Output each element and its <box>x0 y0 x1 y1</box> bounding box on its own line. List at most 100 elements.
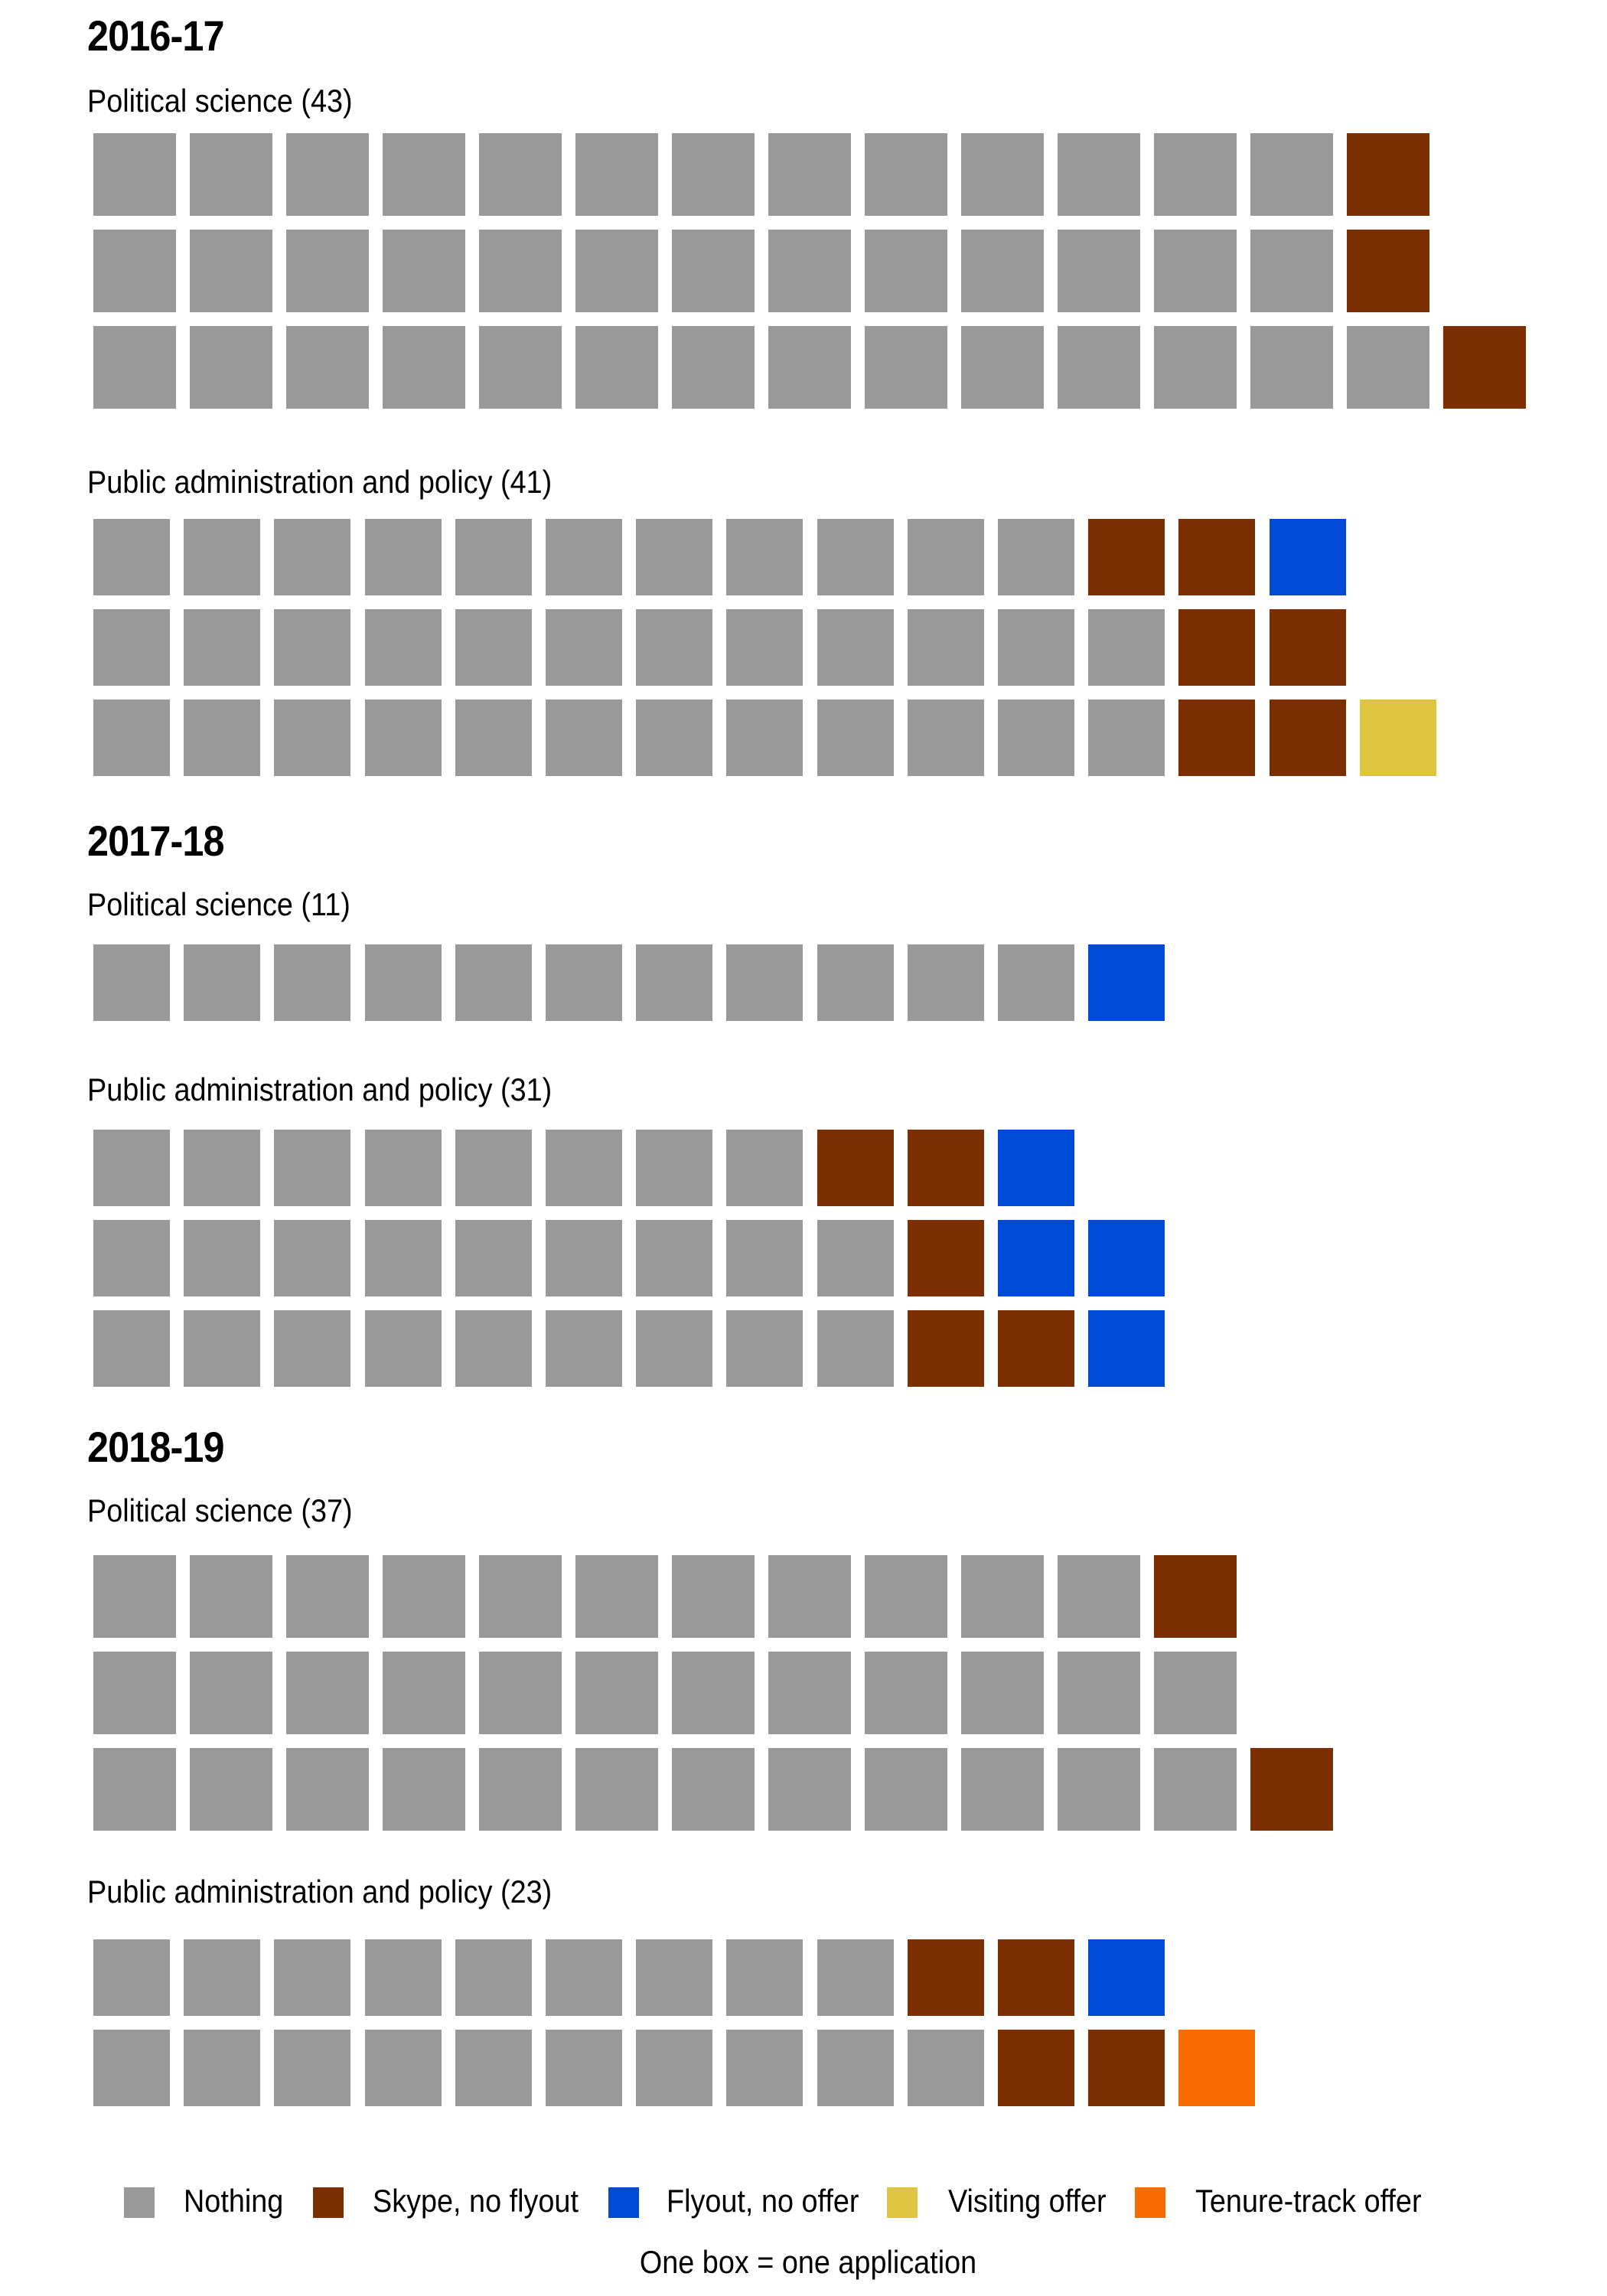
box-nothing <box>546 1310 622 1387</box>
box-nothing <box>1058 1748 1140 1831</box>
legend-swatch-tenure <box>1135 2187 1165 2218</box>
box-nothing <box>93 1555 176 1638</box>
box-nothing <box>636 2030 712 2106</box>
box-skype <box>1270 609 1346 686</box>
box-nothing <box>479 1652 562 1734</box>
box-nothing <box>817 2030 894 2106</box>
box-skype <box>908 1220 984 1296</box>
box-nothing <box>274 944 350 1021</box>
box-nothing <box>1154 326 1237 409</box>
box-nothing <box>184 519 260 595</box>
box-skype <box>1088 2030 1165 2106</box>
box-nothing <box>575 1652 658 1734</box>
box-nothing <box>274 1130 350 1206</box>
box-tenure <box>1178 2030 1255 2106</box>
box-nothing <box>726 2030 803 2106</box>
box-skype <box>1178 700 1255 776</box>
box-flyout <box>1270 519 1346 595</box>
box-nothing <box>726 700 803 776</box>
box-nothing <box>636 1310 712 1387</box>
box-nothing <box>93 1652 176 1734</box>
box-nothing <box>455 1220 532 1296</box>
box-nothing <box>908 700 984 776</box>
box-nothing <box>908 519 984 595</box>
legend-swatch-visiting <box>887 2187 918 2218</box>
box-nothing <box>961 133 1044 216</box>
box-nothing <box>575 133 658 216</box>
box-flyout <box>1088 1939 1165 2016</box>
box-nothing <box>365 944 442 1021</box>
box-nothing <box>184 1939 260 2016</box>
box-nothing <box>93 1220 170 1296</box>
box-nothing <box>672 326 755 409</box>
box-nothing <box>93 609 170 686</box>
box-nothing <box>865 1652 947 1734</box>
box-nothing <box>190 230 272 312</box>
box-nothing <box>998 609 1074 686</box>
box-nothing <box>184 700 260 776</box>
legend-label-tenure: Tenure-track offer <box>1195 2183 1422 2219</box>
box-nothing <box>636 1220 712 1296</box>
box-nothing <box>998 700 1074 776</box>
box-nothing <box>479 1555 562 1638</box>
box-nothing <box>365 1939 442 2016</box>
box-nothing <box>817 944 894 1021</box>
box-nothing <box>1154 1652 1237 1734</box>
box-nothing <box>768 326 851 409</box>
legend-label-nothing: Nothing <box>184 2183 284 2219</box>
box-nothing <box>190 1652 272 1734</box>
box-nothing <box>274 519 350 595</box>
box-nothing <box>817 1220 894 1296</box>
box-nothing <box>365 700 442 776</box>
box-nothing <box>479 1748 562 1831</box>
box-nothing <box>672 1555 755 1638</box>
box-nothing <box>768 1555 851 1638</box>
box-nothing <box>961 326 1044 409</box>
panel-title-2016-pubadmin: Public administration and policy (41) <box>87 464 553 500</box>
box-nothing <box>908 609 984 686</box>
box-nothing <box>184 2030 260 2106</box>
box-nothing <box>455 2030 532 2106</box>
box-nothing <box>1088 700 1165 776</box>
box-nothing <box>908 2030 984 2106</box>
legend-label-skype: Skype, no flyout <box>373 2183 579 2219</box>
box-nothing <box>383 1652 465 1734</box>
box-nothing <box>575 326 658 409</box>
box-nothing <box>184 1130 260 1206</box>
box-nothing <box>817 700 894 776</box>
box-nothing <box>383 133 465 216</box>
box-nothing <box>1058 326 1140 409</box>
panel-title-2018-polsci: Political science (37) <box>87 1492 353 1528</box>
box-nothing <box>455 609 532 686</box>
panel-title-2018-pubadmin: Public administration and policy (23) <box>87 1874 553 1910</box>
year-heading-2018-19: 2018-19 <box>87 1423 225 1471</box>
box-nothing <box>961 1748 1044 1831</box>
box-nothing <box>546 609 622 686</box>
box-nothing <box>286 326 369 409</box>
box-nothing <box>383 326 465 409</box>
box-nothing <box>383 1748 465 1831</box>
box-flyout <box>1088 1220 1165 1296</box>
box-skype <box>1178 609 1255 686</box>
box-nothing <box>865 1555 947 1638</box>
box-nothing <box>93 1748 176 1831</box>
box-nothing <box>998 519 1074 595</box>
box-nothing <box>768 133 851 216</box>
box-nothing <box>93 1310 170 1387</box>
box-nothing <box>546 944 622 1021</box>
box-nothing <box>672 1652 755 1734</box>
box-nothing <box>726 1130 803 1206</box>
box-visiting <box>1360 700 1436 776</box>
box-skype <box>1250 1748 1333 1831</box>
box-skype <box>908 1130 984 1206</box>
box-nothing <box>286 1555 369 1638</box>
box-skype <box>998 1310 1074 1387</box>
box-skype <box>908 1310 984 1387</box>
box-nothing <box>636 700 712 776</box>
box-flyout <box>998 1130 1074 1206</box>
box-nothing <box>1058 133 1140 216</box>
legend-label-flyout: Flyout, no offer <box>667 2183 859 2219</box>
box-nothing <box>636 944 712 1021</box>
box-skype <box>1443 326 1526 409</box>
